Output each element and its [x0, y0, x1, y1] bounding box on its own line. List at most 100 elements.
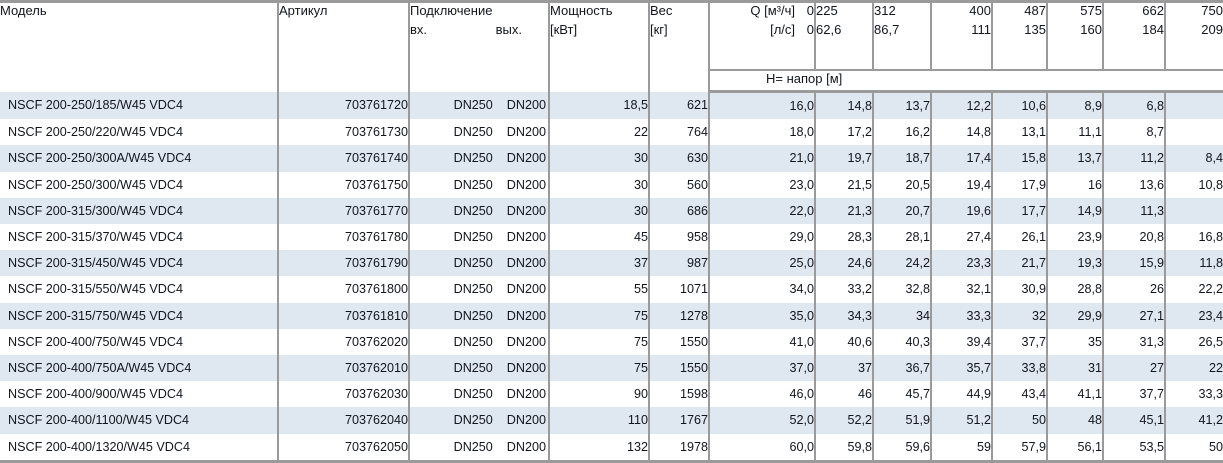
cell-head-6: 45,1 [1103, 407, 1166, 434]
cell-weight: 1598 [649, 381, 710, 408]
cell-head-4: 43,4 [992, 381, 1048, 408]
cell-head-3: 19,4 [931, 171, 993, 198]
cell-article: 703761730 [278, 119, 410, 146]
cell-power: 30 [549, 171, 650, 198]
header-flow-m3h-7: 750 [1201, 3, 1223, 19]
cell-connection: DN250 DN200 [409, 355, 550, 382]
header-cell-connection: Подключение вх. вых. [409, 0, 550, 70]
cell-connection: DN250 DN200 [409, 91, 550, 120]
table-row[interactable]: NSCF 200-315/300/W45 VDC4 703761770 DN25… [0, 197, 1223, 225]
cell-head-6: 20,8 [1103, 224, 1166, 251]
header-cell-flow-1: 225 62,6 [815, 0, 874, 70]
cell-head-1: 24,6 [815, 250, 874, 277]
header-flow-ls-4: 135 [1024, 22, 1046, 37]
cell-head-7: 22,2 [1198, 282, 1223, 297]
cell-connection: DN250 DN200 [409, 119, 550, 146]
cell-head-5: 48 [1047, 407, 1104, 434]
cell-head-4: 15,8 [992, 145, 1048, 172]
table-row[interactable]: NSCF 200-250/220/W45 VDC4 703761730 DN25… [0, 119, 1223, 146]
cell-head-7: 41,2 [1165, 407, 1223, 434]
cell-model: NSCF 200-250/300/W45 VDC4 [0, 171, 279, 198]
cell-head-7: 22 [1165, 355, 1223, 382]
table-row[interactable]: NSCF 200-400/1320/W45 VDC4 703762050 DN2… [0, 433, 1223, 463]
cell-weight: 1550 [649, 328, 710, 356]
header-unit-power: [кВт] [550, 22, 578, 37]
cell-model: NSCF 200-400/750/W45 VDC4 [0, 328, 279, 356]
cell-connection-outlet: DN200 [506, 308, 546, 323]
cell-article: 703762040 [278, 407, 410, 434]
cell-power: 30 [549, 197, 650, 225]
cell-weight: 1071 [649, 276, 710, 303]
head-band-spacer-article [278, 69, 410, 92]
cell-head-4: 57,9 [992, 433, 1048, 463]
head-band-label: H= напор [м] [766, 70, 843, 86]
cell-head-1: 52,2 [815, 407, 874, 434]
cell-head-6: 13,6 [1103, 171, 1166, 198]
cell-connection-inlet: DN250 [453, 334, 493, 349]
table-row[interactable]: NSCF 200-400/750/W45 VDC4 703762020 DN25… [0, 328, 1223, 356]
table-row[interactable]: NSCF 200-250/185/W45 VDC4 703761720 DN25… [0, 91, 1223, 120]
cell-head-6: 11,2 [1103, 145, 1166, 172]
cell-connection-outlet: DN200 [506, 361, 546, 376]
cell-head-2: 32,8 [873, 276, 932, 303]
header-cell-flow-6: 662 184 [1103, 0, 1166, 70]
head-band-spacer-power [549, 69, 650, 92]
cell-article: 703761740 [278, 145, 410, 172]
cell-connection: DN250 DN200 [409, 276, 550, 303]
cell-head-6: 15,9 [1103, 250, 1166, 277]
cell-head-4: 17,9 [992, 171, 1048, 198]
cell-head-3: 17,4 [931, 145, 993, 172]
cell-head-3: 35,7 [931, 355, 993, 382]
cell-connection-inlet: DN250 [453, 387, 493, 402]
cell-weight: 764 [649, 119, 710, 146]
cell-connection-outlet: DN200 [506, 413, 546, 428]
header-label-connection: Подключение [410, 3, 493, 19]
cell-head-3: 44,9 [931, 381, 993, 408]
header-flow-ls-6: 184 [1142, 22, 1164, 37]
cell-head-2: 59,6 [873, 433, 932, 463]
cell-head-2: 28,1 [873, 224, 932, 251]
table-row[interactable]: NSCF 200-400/900/W45 VDC4 703762030 DN25… [0, 381, 1223, 408]
cell-connection: DN250 DN200 [409, 433, 550, 463]
cell-head-2: 13,7 [873, 91, 932, 120]
cell-head-4: 37,7 [992, 328, 1048, 356]
cell-head-7: 50 [1165, 433, 1223, 463]
cell-head-1: 19,7 [815, 145, 874, 172]
cell-head-7: 23,4 [1165, 302, 1223, 329]
table-row[interactable]: NSCF 200-315/750/W45 VDC4 703761810 DN25… [0, 302, 1223, 329]
header-flow-m3h-4: 487 [1024, 3, 1046, 19]
cell-power: 30 [549, 145, 650, 172]
header-flow-m3h-row: Q [м³/ч] 0 [710, 5, 813, 19]
cell-connection: DN250 DN200 [409, 171, 550, 198]
cell-model: NSCF 200-315/300/W45 VDC4 [0, 197, 279, 225]
header-flow-ls-2: 86,7 [874, 22, 900, 37]
cell-head-0: 18,0 [709, 119, 816, 146]
cell-model: NSCF 200-400/750A/W45 VDC4 [0, 355, 279, 382]
table-row[interactable]: NSCF 200-250/300/W45 VDC4 703761750 DN25… [0, 171, 1223, 198]
table-row[interactable]: NSCF 200-400/750A/W45 VDC4 703762010 DN2… [0, 355, 1223, 382]
cell-head-7: 10,8 [1198, 177, 1223, 192]
cell-head-0: 21,0 [709, 145, 816, 172]
table-row[interactable]: NSCF 200-250/300A/W45 VDC4 703761740 DN2… [0, 145, 1223, 172]
cell-head-6: 27 [1103, 355, 1166, 382]
table-row[interactable]: NSCF 200-315/550/W45 VDC4 703761800 DN25… [0, 276, 1223, 303]
table-row[interactable]: NSCF 200-315/450/W45 VDC4 703761790 DN25… [0, 250, 1223, 277]
cell-article: 703761750 [278, 171, 410, 198]
cell-weight: 560 [649, 171, 710, 198]
table-row[interactable]: NSCF 200-315/370/W45 VDC4 703761780 DN25… [0, 224, 1223, 251]
table-row[interactable]: NSCF 200-400/1100/W45 VDC4 703762040 DN2… [0, 407, 1223, 434]
cell-head-1: 40,6 [815, 328, 874, 356]
cell-weight: 621 [649, 91, 710, 120]
cell-head-2: 34 [873, 302, 932, 329]
cell-article: 703761810 [278, 302, 410, 329]
cell-weight: 630 [649, 145, 710, 172]
cell-weight: 686 [649, 197, 710, 225]
cell-connection-outlet: DN200 [506, 256, 546, 271]
head-band-spacer-weight [649, 69, 710, 92]
header-label-power: Мощность [550, 3, 613, 19]
cell-connection-outlet: DN200 [506, 387, 546, 402]
cell-connection-inlet: DN250 [453, 413, 493, 428]
cell-connection-inlet: DN250 [453, 177, 493, 192]
cell-head-0: 23,0 [709, 171, 816, 198]
